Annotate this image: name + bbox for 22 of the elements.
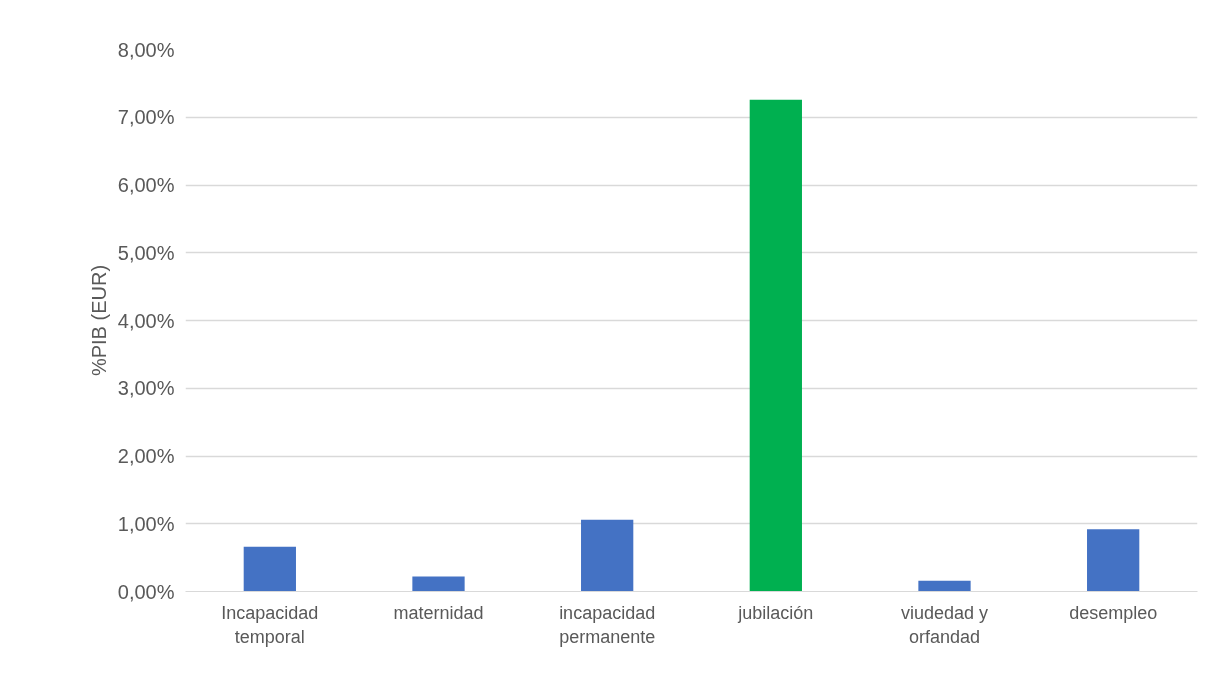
- bar: [581, 519, 634, 592]
- x-tick-label: desempleo: [1069, 602, 1158, 623]
- y-tick-label: 2,00%: [117, 445, 175, 467]
- x-tick-label: viudedad y orfandad: [900, 602, 989, 647]
- bar: [243, 546, 296, 592]
- y-tick-label: 8,00%: [117, 38, 175, 61]
- bar: [749, 99, 802, 592]
- y-axis-title: %PIB (EUR): [87, 264, 110, 377]
- bar: [1087, 529, 1140, 592]
- y-tick-label: 0,00%: [117, 580, 175, 603]
- y-tick-label: 5,00%: [117, 241, 175, 264]
- y-tick-label: 4,00%: [117, 309, 175, 332]
- y-tick-label: 7,00%: [117, 106, 175, 129]
- x-tick-label: jubilación: [737, 602, 814, 623]
- x-tick-label: Incapacidad temporal: [221, 602, 319, 647]
- y-tick-label: 1,00%: [117, 512, 175, 535]
- y-tick-label: 3,00%: [117, 377, 175, 400]
- bar: [918, 580, 971, 592]
- x-tick-label: incapacidad permanente: [559, 602, 656, 647]
- y-tick-label: 6,00%: [117, 174, 175, 196]
- bar: [412, 576, 465, 592]
- x-tick-label: maternidad: [393, 602, 484, 623]
